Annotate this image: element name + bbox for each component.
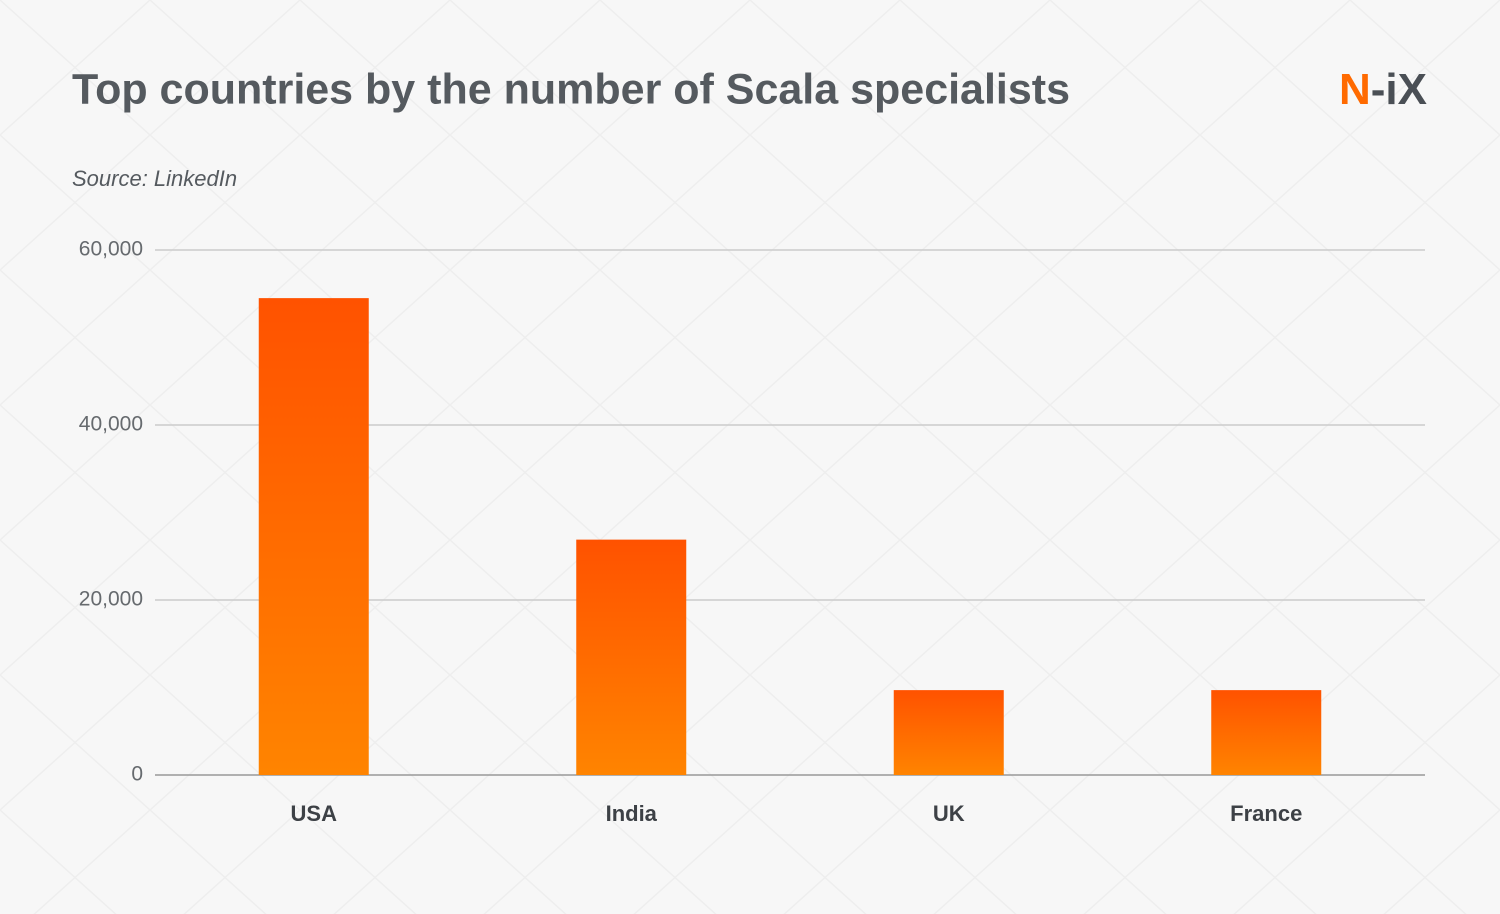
y-tick-label: 20,000 xyxy=(79,588,143,611)
logo-accent: N xyxy=(1339,65,1371,114)
x-tick-label: France xyxy=(1230,801,1302,826)
bar xyxy=(893,690,1004,775)
y-tick-label: 60,000 xyxy=(79,238,143,261)
x-tick-label: UK xyxy=(933,801,965,826)
x-tick-label: USA xyxy=(291,801,338,826)
chart-title: Top countries by the number of Scala spe… xyxy=(72,65,1070,113)
x-tick-label: India xyxy=(606,801,658,826)
logo: N-iX xyxy=(1339,65,1427,114)
y-tick-label: 40,000 xyxy=(79,413,143,436)
chart-subtitle: Source: LinkedIn xyxy=(72,166,237,191)
logo-rest: -iX xyxy=(1371,65,1427,114)
bar xyxy=(258,298,369,775)
bar xyxy=(576,539,687,775)
bar xyxy=(1211,690,1322,775)
y-tick-label: 0 xyxy=(131,763,143,786)
